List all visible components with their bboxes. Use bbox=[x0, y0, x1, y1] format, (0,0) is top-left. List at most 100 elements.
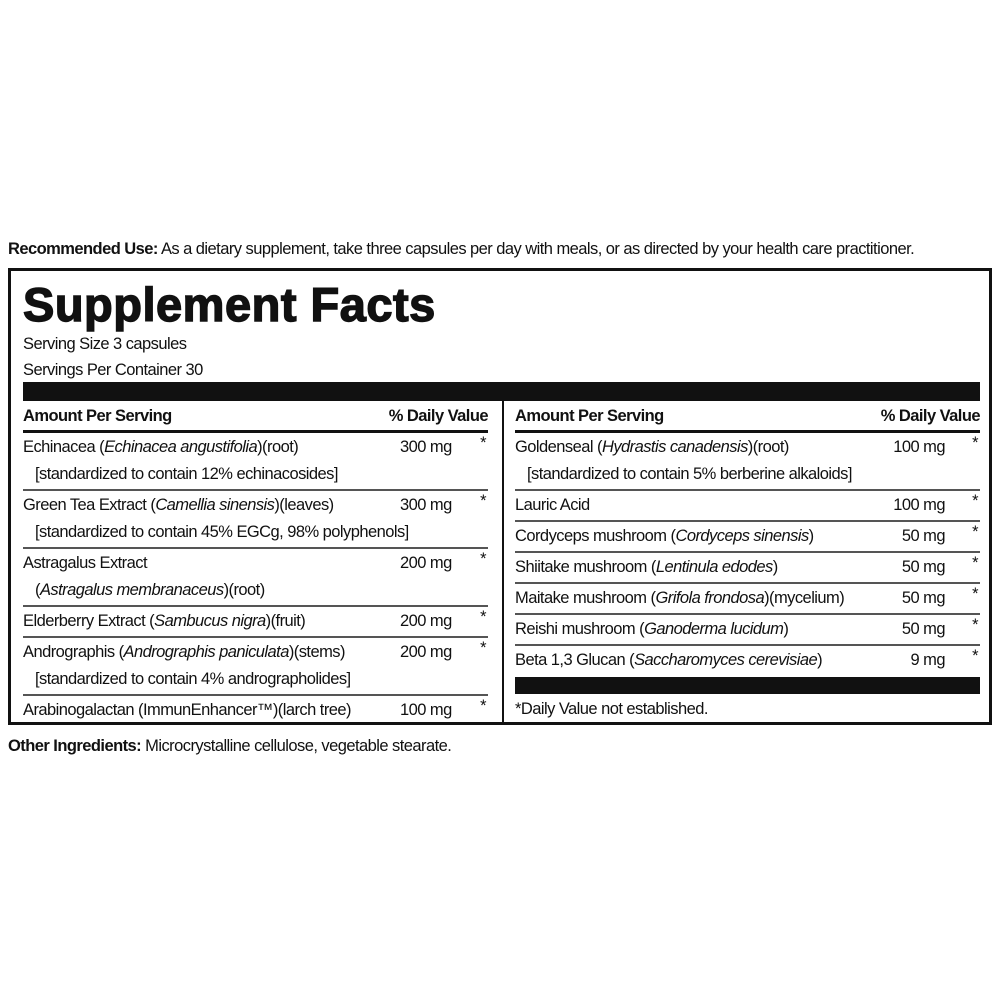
note-part: [standardized to contain 12% echinacosid… bbox=[35, 465, 338, 483]
amount: 300 mg bbox=[400, 438, 452, 456]
ingredient-name: Reishi mushroom (Ganoderma lucidum) bbox=[515, 616, 980, 643]
ingredient-note: [standardized to contain 5% berberine al… bbox=[515, 461, 980, 488]
ingredient-row: Green Tea Extract (Camellia sinensis)(le… bbox=[23, 491, 488, 549]
other-ingredients-text: Microcrystalline cellulose, vegetable st… bbox=[141, 737, 452, 755]
header-daily-value: % Daily Value bbox=[388, 407, 489, 425]
ingredient-row: Reishi mushroom (Ganoderma lucidum) 50 mg… bbox=[515, 615, 980, 646]
amount: 50 mg bbox=[901, 620, 946, 638]
header-amount: Amount Per Serving bbox=[515, 407, 664, 425]
name-part: Beta 1,3 Glucan ( bbox=[515, 651, 635, 669]
recommended-use: Recommended Use: As a dietary supplement… bbox=[8, 240, 998, 259]
ingredient-row: Maitake mushroom (Grifola frondosa)(myce… bbox=[515, 584, 980, 615]
footnote: *Daily Value not established. bbox=[515, 700, 708, 718]
ingredient-name: Echinacea (Echinacea angustifolia)(root) bbox=[23, 434, 488, 461]
ingredient-row: Arabinogalactan (ImmunEnhancer™)(larch t… bbox=[23, 696, 488, 725]
ingredient-row: Echinacea (Echinacea angustifolia)(root)… bbox=[23, 433, 488, 491]
amount: 50 mg bbox=[901, 589, 946, 607]
daily-value: * bbox=[480, 434, 486, 452]
daily-value: * bbox=[972, 647, 978, 665]
latin-name: Lentinula edodes bbox=[655, 558, 773, 576]
note-part: )(root) bbox=[223, 581, 266, 599]
servings-per-container: Servings Per Container 30 bbox=[23, 361, 203, 379]
name-part: )(leaves) bbox=[274, 496, 334, 514]
latin-name: Cordyceps sinensis bbox=[675, 527, 809, 545]
ingredient-name: Andrographis (Andrographis paniculata)(s… bbox=[23, 639, 488, 666]
daily-value: * bbox=[480, 697, 486, 715]
name-part: ) bbox=[772, 558, 778, 576]
ingredient-name: Lauric Acid bbox=[515, 492, 980, 519]
latin-name: Andrographis paniculata bbox=[123, 643, 290, 661]
latin-name: Saccharomyces cerevisiae bbox=[634, 651, 818, 669]
right-column: Amount Per Serving % Daily Value Goldense… bbox=[515, 401, 981, 723]
daily-value: * bbox=[972, 554, 978, 572]
name-part: Reishi mushroom ( bbox=[515, 620, 645, 638]
amount: 200 mg bbox=[400, 643, 452, 661]
ingredient-row: Astragalus Extract (Astragalus membranace… bbox=[23, 549, 488, 607]
name-part: )(root) bbox=[257, 438, 299, 456]
name-part: Elderberry Extract ( bbox=[23, 612, 155, 630]
left-column: Amount Per Serving % Daily Value Echinace… bbox=[23, 401, 489, 725]
name-part: Echinacea ( bbox=[23, 438, 105, 456]
latin-name: Hydrastis canadensis bbox=[601, 438, 748, 456]
ingredient-name: Beta 1,3 Glucan (Saccharomyces cerevisia… bbox=[515, 647, 980, 674]
daily-value: * bbox=[480, 492, 486, 510]
amount: 100 mg bbox=[893, 438, 945, 456]
amount: 100 mg bbox=[893, 496, 945, 514]
ingredient-row: Goldenseal (Hydrastis canadensis)(root) [… bbox=[515, 433, 980, 491]
daily-value: * bbox=[972, 523, 978, 541]
ingredient-row: Elderberry Extract (Sambucus nigra)(frui… bbox=[23, 607, 488, 638]
ingredient-note: [standardized to contain 12% echinacosid… bbox=[23, 461, 488, 488]
name-part: ) bbox=[817, 651, 823, 669]
serving-size: Serving Size 3 capsules bbox=[23, 335, 187, 353]
name-part: )(stems) bbox=[288, 643, 346, 661]
ingredient-name: Elderberry Extract (Sambucus nigra)(frui… bbox=[23, 608, 488, 635]
column-header: Amount Per Serving % Daily Value bbox=[23, 401, 489, 433]
name-part: )(mycelium) bbox=[764, 589, 845, 607]
amount: 50 mg bbox=[901, 558, 946, 576]
daily-value: * bbox=[972, 585, 978, 603]
name-part: Astragalus Extract bbox=[23, 554, 148, 572]
amount: 200 mg bbox=[400, 554, 452, 572]
name-part: Lauric Acid bbox=[515, 496, 590, 514]
recommended-use-text: As a dietary supplement, take three caps… bbox=[157, 240, 915, 258]
header-amount: Amount Per Serving bbox=[23, 407, 172, 425]
note-part: [standardized to contain 5% berberine al… bbox=[527, 465, 852, 483]
ingredient-note: [standardized to contain 4% andrographol… bbox=[23, 666, 488, 693]
name-part: Cordyceps mushroom ( bbox=[515, 527, 676, 545]
latin-name: Camellia sinensis bbox=[155, 496, 275, 514]
name-part: Arabinogalactan (ImmunEnhancer™)(larch t… bbox=[23, 701, 352, 719]
ingredient-row: Shiitake mushroom (Lentinula edodes) 50 m… bbox=[515, 553, 980, 584]
column-header: Amount Per Serving % Daily Value bbox=[515, 401, 981, 433]
amount: 50 mg bbox=[901, 527, 946, 545]
thick-divider-bar bbox=[23, 382, 980, 401]
daily-value: * bbox=[972, 434, 978, 452]
daily-value: * bbox=[480, 550, 486, 568]
amount: 200 mg bbox=[400, 612, 452, 630]
latin-name: Sambucus nigra bbox=[154, 612, 266, 630]
header-daily-value: % Daily Value bbox=[880, 407, 981, 425]
other-ingredients: Other Ingredients: Microcrystalline cell… bbox=[8, 737, 452, 756]
ingredient-name: Cordyceps mushroom (Cordyceps sinensis) bbox=[515, 523, 980, 550]
ingredient-row: Beta 1,3 Glucan (Saccharomyces cerevisia… bbox=[515, 646, 980, 675]
ingredient-note: [standardized to contain 45% EGCg, 98% p… bbox=[23, 519, 488, 546]
recommended-use-label: Recommended Use: bbox=[8, 240, 158, 258]
supplement-facts-panel: Supplement Facts Serving Size 3 capsules… bbox=[8, 268, 992, 725]
ingredient-name: Green Tea Extract (Camellia sinensis)(le… bbox=[23, 492, 488, 519]
note-part: [standardized to contain 4% andrographol… bbox=[35, 670, 351, 688]
name-part: )(fruit) bbox=[265, 612, 306, 630]
name-part: Andrographis ( bbox=[23, 643, 124, 661]
latin-name: Grifola frondosa bbox=[655, 589, 765, 607]
latin-name: Ganoderma lucidum bbox=[644, 620, 784, 638]
ingredient-name: Astragalus Extract bbox=[23, 550, 488, 577]
name-part: Goldenseal ( bbox=[515, 438, 603, 456]
latin-name: Astragalus membranaceus bbox=[39, 581, 224, 599]
ingredient-row: Lauric Acid 100 mg * bbox=[515, 491, 980, 522]
amount: 9 mg bbox=[910, 651, 946, 669]
panel-title: Supplement Facts bbox=[22, 277, 436, 331]
daily-value: * bbox=[972, 616, 978, 634]
ingredient-row: Cordyceps mushroom (Cordyceps sinensis) 5… bbox=[515, 522, 980, 553]
thick-divider-bar bbox=[515, 677, 980, 694]
name-part: )(root) bbox=[747, 438, 790, 456]
note-part: ( bbox=[35, 581, 40, 599]
daily-value: * bbox=[972, 492, 978, 510]
